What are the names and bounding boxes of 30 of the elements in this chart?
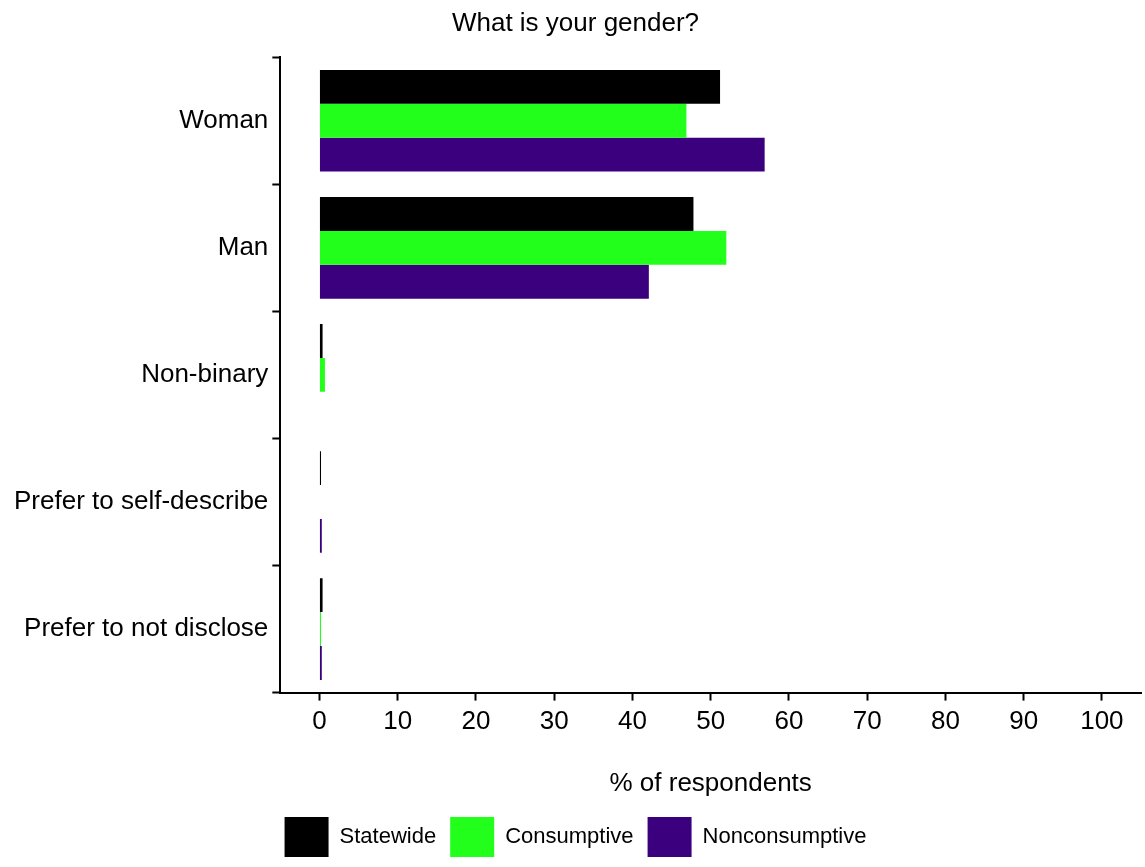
chart-title: What is your gender? — [451, 6, 700, 37]
x-tick-label: 10 — [383, 705, 413, 736]
bar — [319, 69, 721, 104]
legend-label: Nonconsumptive — [702, 823, 867, 849]
x-tick-label: 40 — [617, 705, 647, 736]
x-tick-label: 80 — [930, 705, 960, 736]
x-tick-label: 90 — [1009, 705, 1039, 736]
bar — [319, 103, 687, 138]
x-tick-label: 70 — [852, 705, 882, 736]
x-tick-label: 60 — [774, 705, 804, 736]
legend-label: Statewide — [339, 823, 437, 849]
y-tick-label: Prefer to not disclose — [24, 612, 269, 643]
bar — [319, 137, 765, 172]
y-tick-label: Non-binary — [141, 358, 269, 389]
y-tick-label: Prefer to self-describe — [14, 485, 269, 516]
bar — [319, 264, 649, 299]
bar — [319, 196, 694, 231]
bar — [319, 357, 325, 392]
x-tick-label: 0 — [312, 705, 327, 736]
x-axis-title: % of respondents — [609, 766, 812, 797]
bar — [319, 230, 727, 265]
x-tick-label: 30 — [539, 705, 569, 736]
x-tick-label: 50 — [696, 705, 726, 736]
bar — [319, 324, 323, 358]
legend-label: Consumptive — [505, 823, 634, 849]
y-tick-label: Woman — [179, 103, 269, 134]
x-tick-label: 100 — [1080, 705, 1124, 736]
bar — [319, 578, 323, 613]
y-tick-label: Man — [217, 230, 269, 261]
x-tick-label: 20 — [461, 705, 491, 736]
